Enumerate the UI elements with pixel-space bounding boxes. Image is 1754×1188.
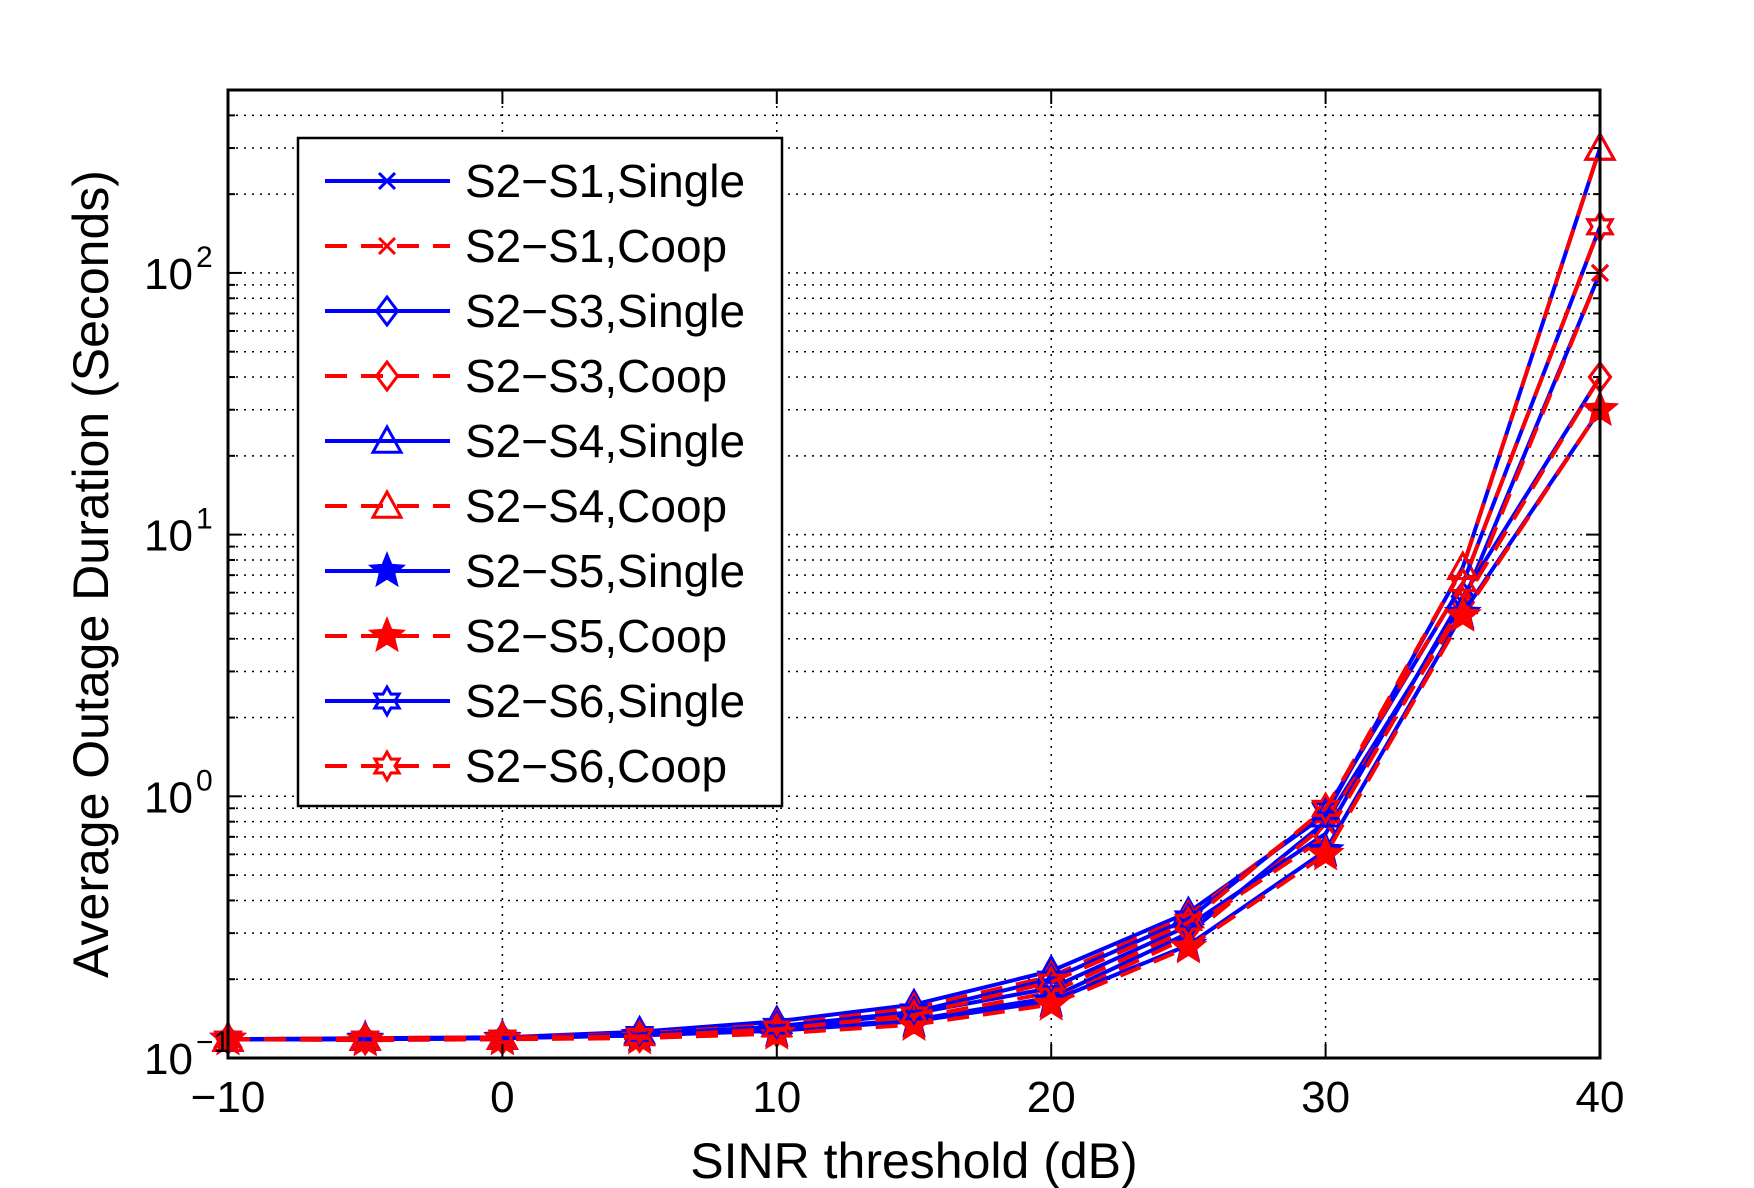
legend-label: S2−S3,Coop — [465, 350, 727, 402]
legend-entry: S2−S4,Coop — [325, 480, 727, 532]
legend-label: S2−S3,Single — [465, 285, 745, 337]
legend-label: S2−S5,Single — [465, 545, 745, 597]
data-point-marker — [899, 994, 929, 1029]
legend-entry: S2−S5,Coop — [325, 610, 727, 662]
data-point-marker — [1173, 905, 1204, 940]
x-tick-labels: −10 0 10 20 30 40 — [191, 1073, 1625, 1122]
data-point-marker — [762, 1012, 792, 1047]
legend-entry: S2−S3,Single — [325, 285, 745, 337]
legend-entry: S2−S5,Single — [325, 545, 745, 597]
data-point-marker — [1032, 984, 1071, 1021]
plot-series — [208, 130, 1620, 1057]
legend-entry: S2−S3,Coop — [325, 350, 727, 402]
y-tick-exponent: 2 — [196, 241, 213, 274]
y-tick-exponent: 0 — [196, 764, 213, 797]
legend-entry: S2−S6,Coop — [325, 740, 727, 792]
legend-label: S2−S6,Single — [465, 675, 745, 727]
data-point-marker — [1443, 595, 1482, 632]
y-tick-exponent: −1 — [196, 1026, 230, 1059]
y-tick-base: 10 — [144, 250, 193, 299]
legend-marker — [372, 683, 402, 719]
legend-marker — [374, 294, 400, 328]
x-tick-label: 10 — [752, 1073, 801, 1122]
legend-label: S2−S6,Coop — [465, 740, 727, 792]
x-tick-label: 30 — [1301, 1073, 1350, 1122]
legend-marker — [372, 748, 402, 784]
series-line — [228, 226, 1602, 1042]
y-tick-label: 10 0 — [144, 764, 213, 822]
legend-marker — [370, 488, 404, 519]
y-tick-label: 10 1 — [144, 503, 213, 561]
x-tick-label: 20 — [1027, 1073, 1076, 1122]
legend-entry: S2−S1,Single — [325, 155, 745, 207]
legend-marker — [367, 615, 407, 653]
legend-marker — [377, 171, 397, 191]
legend-entry: S2−S4,Single — [325, 415, 745, 467]
y-axis-label: Average Outage Duration (Seconds) — [63, 170, 119, 978]
data-point-marker — [1310, 791, 1341, 826]
legend-entry: S2−S6,Single — [325, 675, 745, 727]
y-tick-base: 10 — [144, 1035, 193, 1084]
y-tick-base: 10 — [144, 773, 193, 822]
legend-label: S2−S1,Coop — [465, 220, 727, 272]
y-tick-label: 10 2 — [144, 241, 213, 299]
legend-marker — [367, 550, 407, 588]
legend-entry: S2−S1,Coop — [325, 220, 727, 272]
y-tick-base: 10 — [144, 512, 193, 561]
y-tick-exponent: 1 — [196, 503, 213, 536]
data-point-marker — [1036, 965, 1066, 1000]
data-point-marker — [899, 997, 929, 1033]
data-point-marker — [1448, 566, 1478, 601]
legend-marker — [374, 359, 400, 393]
legend-label: S2−S5,Coop — [465, 610, 727, 662]
legend-label: S2−S4,Coop — [465, 480, 727, 532]
x-axis-label: SINR threshold (dB) — [690, 1133, 1137, 1188]
y-tick-label: 10 −1 — [144, 1026, 230, 1084]
x-tick-label: 0 — [490, 1073, 514, 1122]
data-point-marker — [624, 1019, 655, 1054]
legend-label: S2−S1,Single — [465, 155, 745, 207]
legend-label: S2−S4,Single — [465, 415, 745, 467]
legend-marker — [377, 236, 397, 256]
legend-marker — [370, 423, 404, 454]
x-tick-label: −10 — [191, 1073, 266, 1122]
data-point-marker — [1169, 927, 1208, 964]
data-point-marker — [350, 1022, 380, 1057]
x-tick-label: 40 — [1576, 1073, 1625, 1122]
data-point-marker — [1306, 834, 1345, 871]
axes-frame — [226, 88, 1602, 1060]
legend: S2−S1,Single S2−S1,Coop S2−S3,Single S2−S3,… — [296, 136, 784, 808]
